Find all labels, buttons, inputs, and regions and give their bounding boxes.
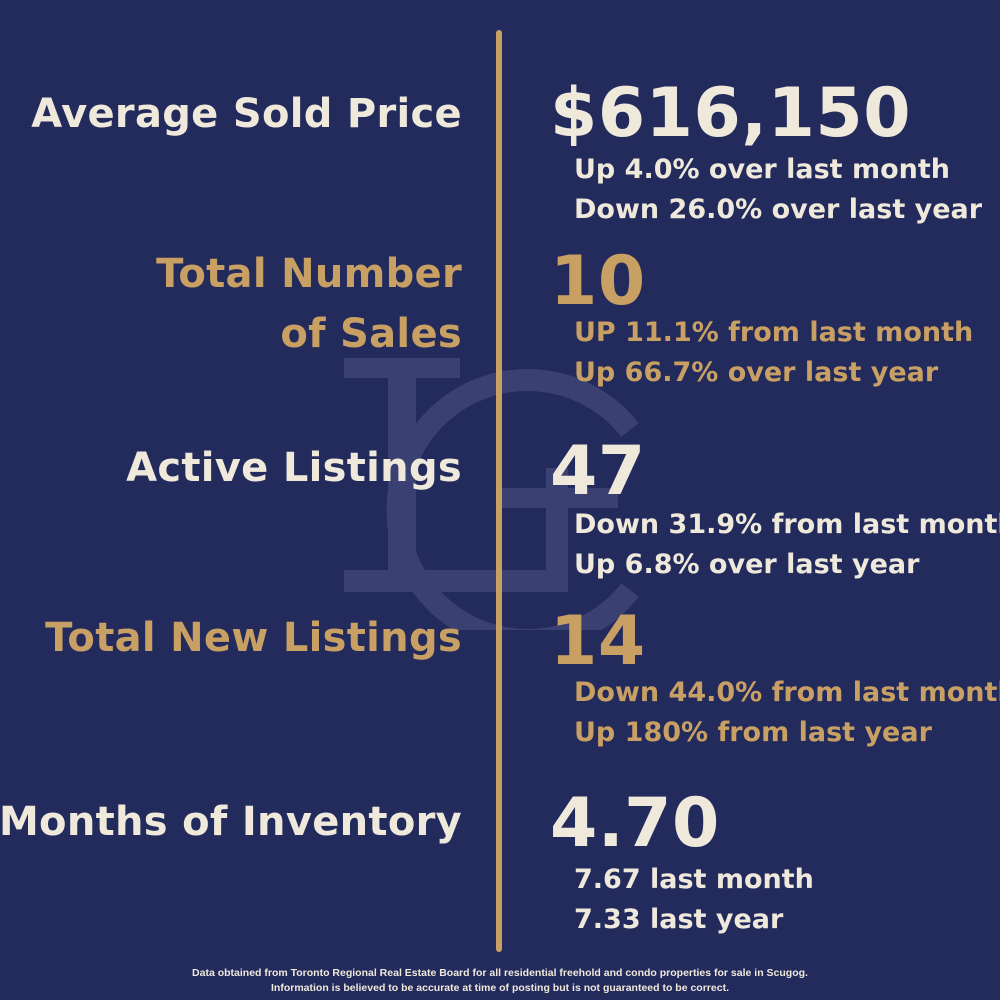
- months-of-inventory-yearly-value: 7.33 last year: [574, 904, 784, 935]
- total-number-of-sales-yearly-change: Up 66.7% over last year: [574, 357, 939, 388]
- active-listings-monthly-change: Down 31.9% from last month: [574, 509, 1000, 540]
- footer-line-1: Data obtained from Toronto Regional Real…: [192, 967, 808, 979]
- total-number-of-sales-value: 10: [550, 242, 646, 321]
- active-listings-value: 47: [550, 432, 646, 511]
- active-listings-label: Active Listings: [126, 445, 462, 491]
- active-listings-yearly-change: Up 6.8% over last year: [574, 549, 920, 580]
- average-sold-price-label: Average Sold Price: [31, 91, 462, 137]
- total-number-of-sales-label-line-1: Total Number: [156, 251, 462, 297]
- average-sold-price-monthly-change: Up 4.0% over last month: [574, 154, 950, 185]
- average-sold-price-value: $616,150: [550, 74, 912, 153]
- total-number-of-sales-monthly-change: UP 11.1% from last month: [574, 317, 974, 348]
- average-sold-price-yearly-change: Down 26.0% over last year: [574, 194, 983, 225]
- footer-line-2: Information is believed to be accurate a…: [271, 982, 729, 994]
- total-new-listings-monthly-change: Down 44.0% from last month: [574, 677, 1000, 708]
- center-divider: [496, 30, 502, 952]
- data-source-footer: Data obtained from Toronto Regional Real…: [0, 966, 1000, 996]
- total-new-listings-yearly-change: Up 180% from last year: [574, 717, 932, 748]
- months-of-inventory-label: Months of Inventory: [0, 799, 462, 845]
- total-new-listings-label: Total New Listings: [45, 615, 462, 661]
- total-new-listings-value: 14: [550, 602, 646, 681]
- months-of-inventory-value: 4.70: [550, 784, 720, 863]
- months-of-inventory-monthly-value: 7.67 last month: [574, 864, 814, 895]
- total-number-of-sales-label-line-2: of Sales: [280, 311, 462, 357]
